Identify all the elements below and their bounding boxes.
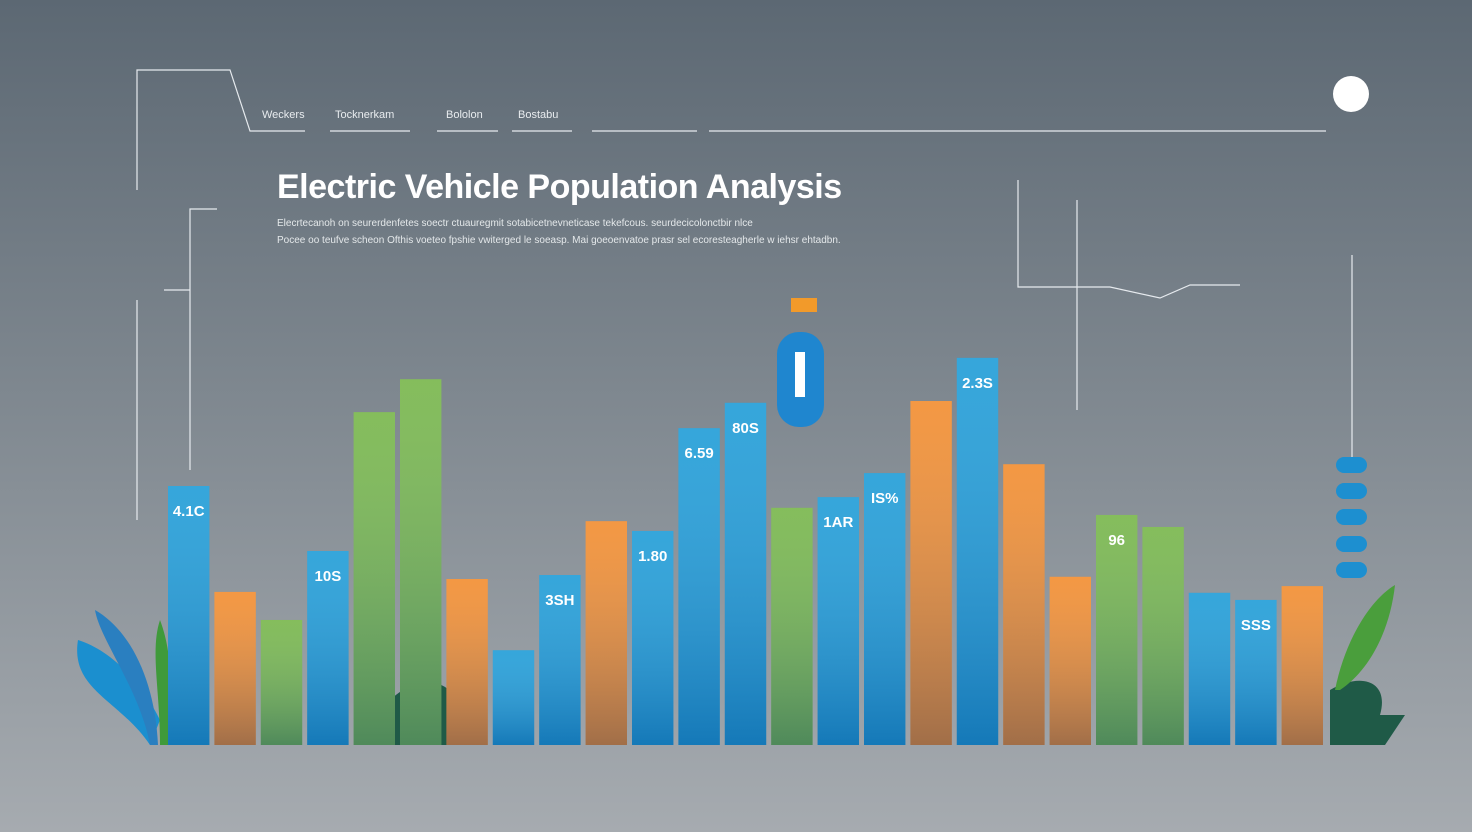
menu-button[interactable] (1333, 76, 1369, 112)
toggle[interactable] (1336, 562, 1367, 578)
bar-shade (1188, 592, 1231, 745)
toggle[interactable] (1336, 536, 1367, 552)
bar-label: 1AR (823, 514, 853, 531)
nav-item[interactable]: Bostabu (518, 109, 558, 121)
bar-shade (585, 521, 627, 745)
bar-shade (307, 550, 349, 745)
bar-shade (1049, 576, 1091, 745)
bar-shade (492, 650, 535, 745)
nav: Weckers Tocknerkam Bololon Bostabu (262, 109, 558, 121)
bar-label: 10S (315, 568, 342, 585)
bar-label: 2.3S (962, 375, 993, 392)
bar-shade (1281, 586, 1323, 745)
ev-plug-icon (777, 298, 824, 427)
bar-shade (400, 379, 442, 745)
toggles (1336, 457, 1367, 578)
bar-label: IS% (871, 490, 899, 507)
nav-item[interactable]: Tocknerkam (335, 109, 394, 121)
bar-shade (1142, 526, 1184, 745)
toggle[interactable] (1336, 457, 1367, 473)
bar-shade (539, 575, 581, 745)
chart-title: Electric Vehicle Population Analysis (277, 168, 842, 206)
nav-item[interactable]: Weckers (262, 109, 305, 121)
subtitle-line: Elecrtecanoh on seurerdenfetes soectr ct… (277, 218, 753, 229)
bar-shade (817, 497, 859, 745)
nav-item[interactable]: Bololon (446, 109, 483, 121)
bar-shade (1003, 464, 1045, 745)
toggle[interactable] (1336, 509, 1367, 525)
bar-shade (446, 579, 488, 745)
bar-shade (956, 357, 999, 745)
bar-shade (168, 486, 210, 745)
bar-shade (724, 402, 767, 745)
bar-shade (632, 530, 674, 745)
bar-shade (771, 507, 813, 745)
bar-shade (353, 412, 395, 745)
bar-shade (1096, 514, 1138, 745)
frame-lines (136, 69, 1353, 520)
bar-shade (214, 591, 256, 745)
toggle[interactable] (1336, 483, 1367, 499)
bar-shade (260, 619, 303, 745)
bar-shade (910, 401, 952, 745)
bar-label: SSS (1241, 617, 1271, 634)
bar-label: 4.1C (173, 503, 205, 520)
bar-shade (678, 428, 720, 745)
bar-label: 1.80 (638, 548, 667, 565)
bar-label: 6.59 (684, 445, 713, 462)
bar-shade (864, 473, 906, 745)
subtitle-line: Pocee oo teufve scheon Ofthis voeteo fps… (277, 235, 841, 246)
bar-label: 96 (1108, 532, 1125, 549)
bar-shade (1235, 599, 1277, 745)
bar-label: 3SH (545, 592, 574, 609)
bar-label: 80S (732, 420, 759, 437)
